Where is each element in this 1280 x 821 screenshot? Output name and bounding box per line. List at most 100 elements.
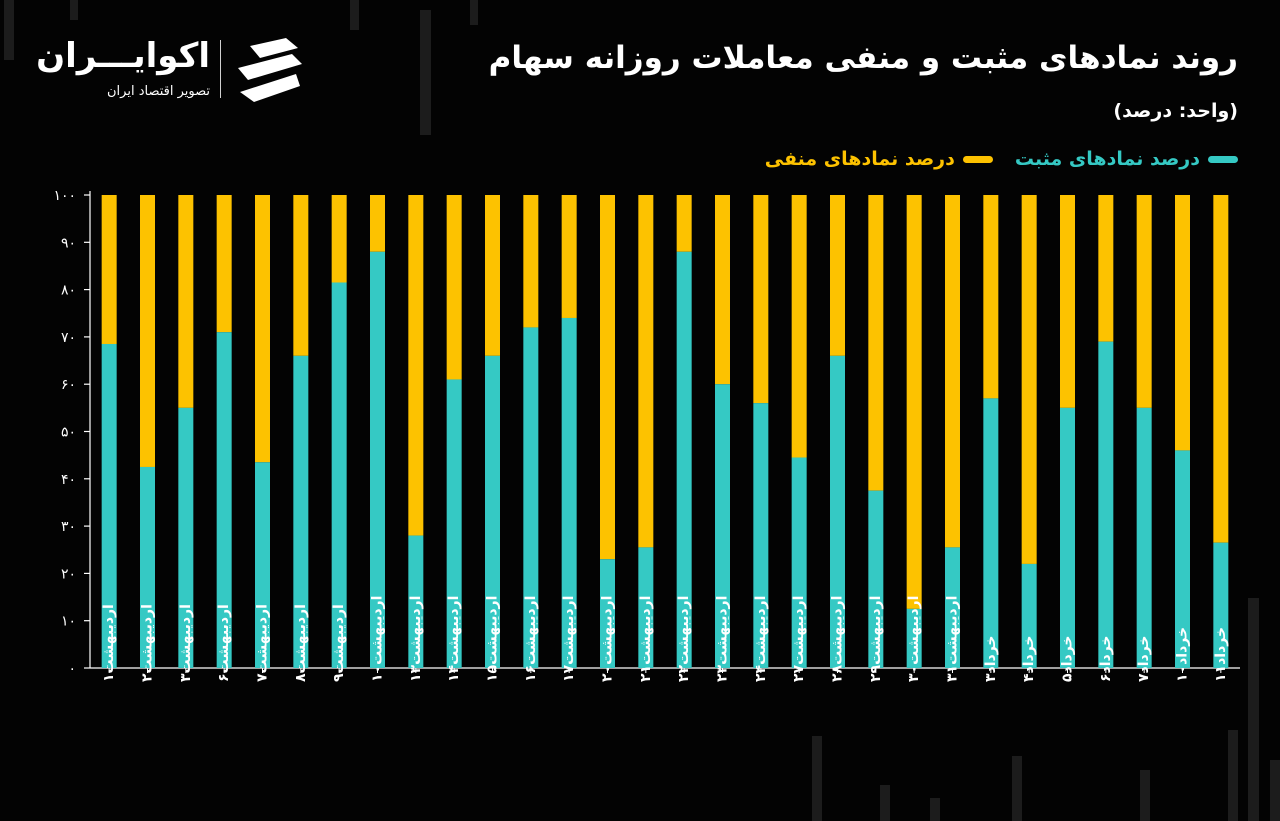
x-tick-label: اردیبهشت۱۴ [446,596,462,682]
x-tick-label: اردیبهشت۱ [101,604,117,682]
logo-divider [220,40,221,98]
bar-positive [1175,450,1190,668]
x-tick-label: خرداد۵ [1060,635,1076,682]
x-tick-label: خرداد۷ [1136,635,1152,682]
bar-negative [561,195,577,318]
bar-positive [216,332,232,668]
chart-unit: (واحد: درصد) [1113,100,1238,122]
bar-positive [983,398,999,668]
x-tick-label: اردیبهشت۳ [178,604,194,682]
bar-positive [178,407,194,668]
bar-negative [1175,195,1190,451]
y-tick-label: ۴۰ [61,472,76,488]
bar-negative [446,195,462,380]
bar-negative [1098,195,1114,342]
legend-swatch-positive [1208,155,1238,163]
bar-negative [715,195,730,385]
brand-logo: اکوایـــران تصویر اقتصاد ایران [36,30,320,110]
bar-positive [791,457,807,668]
bar-positive [331,282,347,668]
x-tick-label: اردیبهشت۱۵ [485,596,501,682]
x-tick-label: خرداد۳ [983,635,999,682]
bar-negative [485,195,500,356]
x-tick-label: اردیبهشت۲۷ [791,596,807,682]
x-tick-label: خرداد۱۰ [1175,627,1191,682]
legend-label-negative: درصد نمادهای منفی [764,148,955,170]
bar-positive [446,379,462,668]
bar-positive [140,466,155,668]
bar-positive [868,490,884,668]
bar-positive [370,251,385,668]
bar-positive [561,317,577,668]
chart-title: روند نمادهای مثبت و منفی معاملات روزانه … [488,40,1238,76]
x-tick-label: اردیبهشت۲۱ [638,596,654,682]
x-tick-label: اردیبهشت۳۰ [906,596,922,682]
bar-negative [523,195,539,328]
bar-negative [408,195,424,536]
x-tick-label: اردیبهشت۱۳ [408,596,424,682]
x-tick-label: اردیبهشت۶ [216,604,232,682]
bar-positive [408,535,424,668]
x-tick-label: اردیبهشت۲۸ [830,596,846,682]
legend-swatch-negative [962,155,993,163]
x-tick-label: اردیبهشت۱۰ [370,596,386,682]
ecoiran-logo-icon [238,38,302,102]
bar-positive [906,608,922,668]
bar-negative [868,195,884,491]
y-tick-label: ۱۰۰ [53,188,76,204]
y-tick-label: ۹۰ [61,235,76,251]
bar-positive [830,355,845,668]
bar-positive [1136,407,1152,668]
bar-positive [945,547,960,668]
x-tick-label: خرداد۴ [1021,635,1037,682]
bar-positive [523,327,539,668]
bar-positive [676,251,692,668]
bar-negative [178,195,194,408]
bar-negative [216,195,232,333]
y-tick-label: ۷۰ [61,330,76,346]
y-tick-label: ۶۰ [61,377,76,393]
bar-negative [791,195,807,458]
bar-positive [715,384,730,668]
x-tick-label: اردیبهشت۲ [140,604,156,682]
y-tick-label: ۱۰ [61,614,76,630]
y-tick-label: ۳۰ [61,519,76,535]
x-tick-label: اردیبهشت۸ [293,604,309,682]
bar-negative [293,195,309,356]
bar-negative [255,195,270,463]
bar-negative [370,195,385,252]
legend-item-negative: درصد نمادهای منفی [765,148,993,170]
bar-negative [600,195,615,560]
x-tick-label: اردیبهشت۲۰ [600,596,616,682]
bar-positive [753,403,769,668]
chart-legend: درصد نمادهای مثبت درصد نمادهای منفی [765,148,1238,170]
y-tick-label: ۰ [68,661,76,677]
x-tick-label: اردیبهشت۱۷ [561,596,577,682]
bar-positive [101,343,117,668]
bar-negative [906,195,922,609]
x-tick-label: اردیبهشت۲۲ [676,596,692,682]
bar-positive [600,559,615,668]
bar-negative [1136,195,1152,408]
legend-item-positive: درصد نمادهای مثبت [1015,148,1238,170]
brand-name: اکوایـــران [36,36,210,76]
x-tick-label: اردیبهشت۲۹ [868,596,884,682]
x-tick-label: اردیبهشت۳۱ [945,596,961,682]
bar-positive [1021,563,1037,668]
bar-negative [676,195,692,252]
bar-positive [1060,407,1075,668]
bar-negative [983,195,999,399]
bar-negative [945,195,960,548]
bar-negative [101,195,117,344]
y-tick-label: ۲۰ [61,566,76,582]
bar-positive [1213,542,1229,668]
bar-negative [830,195,845,356]
bar-negative [1213,195,1229,543]
x-tick-label: خرداد۱۱ [1213,627,1229,682]
x-tick-label: اردیبهشت۷ [255,604,271,682]
bar-negative [1060,195,1075,408]
bar-negative [1021,195,1037,564]
bar-negative [638,195,654,548]
